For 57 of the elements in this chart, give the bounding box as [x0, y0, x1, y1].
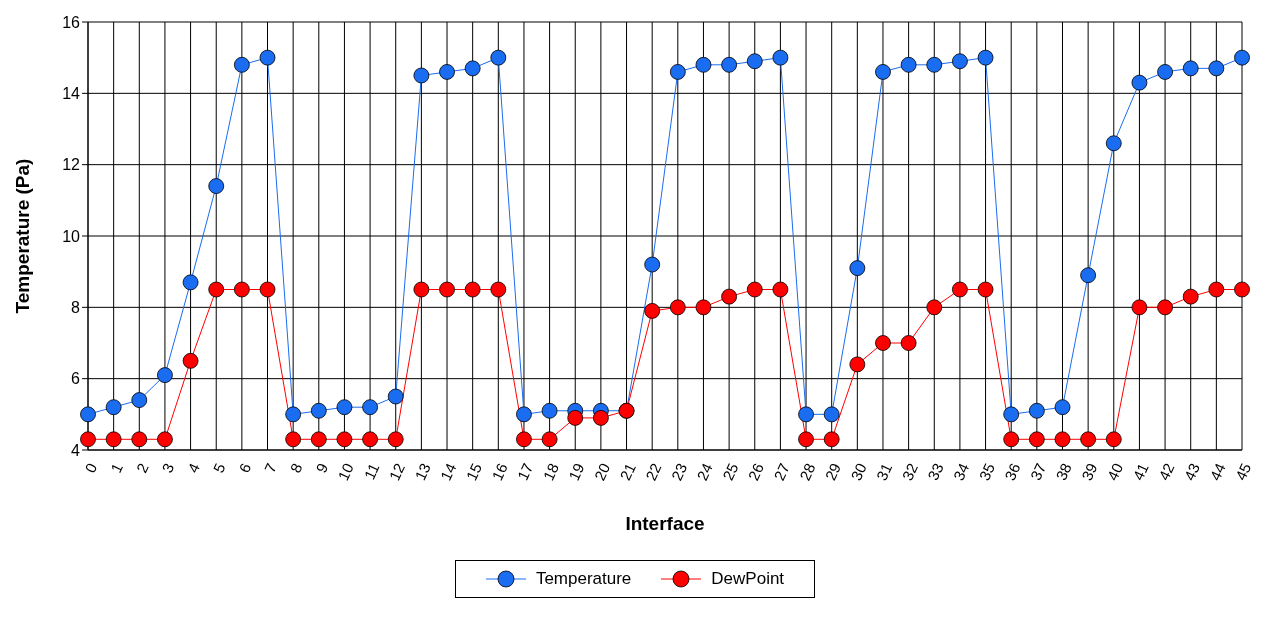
legend-label: DewPoint	[711, 569, 785, 589]
y-tick-label: 14	[62, 85, 81, 103]
y-tick-label: 4	[71, 441, 81, 459]
x-axis-title: Interface	[625, 513, 705, 534]
x-tick-label: 31	[872, 460, 896, 483]
x-tick-label: 40	[1103, 460, 1127, 483]
x-tick-label: 44	[1206, 460, 1229, 483]
y-tick-label: 12	[62, 156, 81, 174]
x-tick-label: 14	[436, 460, 460, 483]
x-tick-label: 21	[616, 460, 639, 483]
x-tick-label: 1	[107, 460, 127, 476]
x-tick-label: 4	[184, 460, 203, 476]
x-tick-label: 23	[667, 460, 691, 483]
x-tick-label: 28	[795, 460, 819, 483]
x-tick-label: 5	[209, 460, 229, 476]
x-tick-label: 19	[565, 460, 588, 483]
x-tick-label: 34	[949, 460, 973, 483]
x-tick-label: 33	[924, 460, 947, 483]
x-tick-label: 13	[411, 460, 434, 483]
x-tick-label: 30	[847, 460, 870, 483]
x-tick-label: 32	[898, 460, 921, 483]
y-tick-label: 10	[62, 227, 81, 245]
x-tick-label: 26	[744, 460, 768, 483]
x-tick-label: 42	[1154, 460, 1178, 483]
x-tick-label: 16	[488, 460, 511, 483]
x-tick-label: 7	[260, 460, 280, 476]
x-tick-label: 43	[1180, 460, 1204, 483]
x-tick-label: 3	[158, 460, 178, 476]
x-tick-label: 35	[975, 460, 998, 483]
x-tick-label: 11	[360, 460, 383, 482]
x-tick-label: 17	[513, 460, 537, 483]
y-tick-label: 16	[62, 13, 81, 31]
x-tick-label: 10	[334, 460, 357, 483]
x-tick-label: 9	[312, 460, 332, 476]
x-tick-label: 24	[693, 460, 716, 483]
x-tick-label: 29	[821, 460, 845, 483]
x-tick-label: 45	[1231, 460, 1255, 483]
x-tick-label: 2	[132, 460, 152, 476]
x-tick-label: 20	[590, 460, 614, 483]
x-tick-label: 18	[539, 460, 562, 483]
x-tick-label: 39	[1078, 460, 1101, 483]
y-axis-title: Temperature (Pa)	[11, 158, 33, 314]
x-tick-label: 38	[1052, 460, 1075, 483]
x-tick-label: 12	[385, 460, 409, 483]
y-tick-label: 8	[71, 299, 81, 317]
x-tick-label: 36	[1001, 460, 1024, 483]
x-tick-label: 15	[462, 460, 486, 483]
x-tick-label: 6	[235, 460, 255, 476]
x-tick-label: 25	[719, 460, 742, 483]
x-tick-label: 22	[642, 460, 665, 483]
x-tick-label: 0	[81, 460, 101, 476]
x-tick-label: 37	[1026, 460, 1050, 483]
legend-label: Temperature	[535, 569, 632, 589]
y-tick-label: 6	[71, 370, 81, 388]
x-tick-label: 41	[1129, 460, 1152, 483]
x-tick-label: 8	[286, 460, 306, 476]
x-tick-label: 27	[770, 460, 793, 483]
